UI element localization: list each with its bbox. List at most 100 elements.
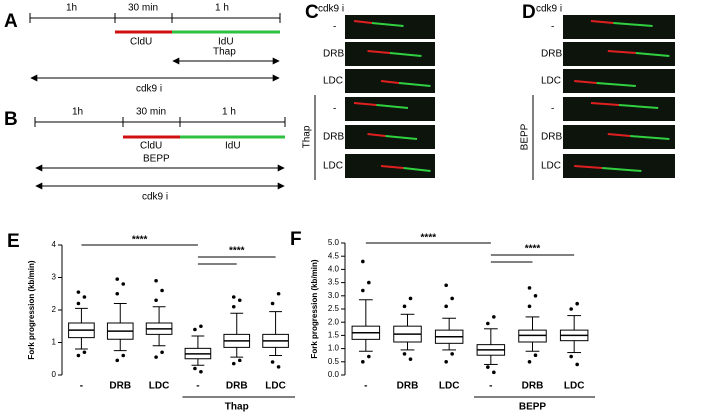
outlier — [492, 315, 496, 319]
y-tick-label: 1.5 — [328, 331, 340, 340]
panel-letter: A — [4, 11, 18, 32]
outlier — [402, 352, 407, 356]
duration: 1h — [66, 3, 77, 14]
x-tick-label: DRB — [522, 381, 544, 392]
treatment: Thap — [213, 47, 236, 58]
y-tick-label: 3 — [52, 273, 57, 282]
x-tick-label: DRB — [226, 381, 248, 392]
group-label: Thap — [302, 125, 313, 148]
panel-letter: F — [290, 229, 302, 250]
outlier — [533, 294, 538, 298]
y-tick-label: 1 — [52, 338, 57, 347]
y-tick-label: 3.5 — [328, 278, 340, 287]
fiber-cldu — [574, 80, 597, 84]
row-label: LDC — [323, 161, 343, 172]
micrograph — [563, 97, 675, 121]
outlier — [361, 259, 365, 264]
outlier — [367, 280, 371, 285]
x-tick-label: LDC — [149, 381, 170, 392]
outlier — [237, 298, 242, 303]
row-label: LDC — [323, 76, 343, 87]
row-label: LDC — [541, 76, 561, 87]
fiber-cldu — [590, 20, 614, 24]
outlier — [154, 355, 158, 359]
sig-label: **** — [132, 235, 148, 246]
duration: 1h — [72, 107, 83, 118]
y-axis-label: Fork progression (kb/min) — [310, 259, 319, 358]
outlier — [569, 354, 573, 359]
x-tick-label: - — [80, 381, 83, 392]
outlier — [450, 352, 454, 356]
group-label: BEPP — [519, 402, 547, 413]
micrograph — [563, 15, 675, 39]
outlier — [486, 321, 490, 326]
outlier — [444, 360, 448, 364]
sig-label: **** — [229, 246, 245, 257]
sig-label: **** — [421, 233, 437, 244]
outlier — [154, 278, 158, 283]
outlier — [361, 360, 365, 364]
label: CldU — [130, 37, 152, 48]
panel-letter: C — [305, 2, 319, 23]
label: IdU — [225, 141, 241, 152]
outlier — [527, 360, 532, 364]
fiber-idu — [613, 22, 653, 27]
outlier — [444, 304, 448, 309]
outlier — [193, 327, 197, 332]
fiber-idu — [398, 82, 431, 87]
fiber-idu — [635, 52, 670, 57]
fiber-idu — [403, 167, 431, 172]
outlier — [450, 296, 454, 301]
outlier — [575, 301, 579, 306]
outlier — [276, 291, 281, 296]
row-label: DRB — [323, 49, 344, 60]
x-tick-label: - — [364, 381, 367, 392]
fiber-idu — [389, 52, 422, 57]
outlier — [76, 301, 81, 306]
row-label: DRB — [541, 132, 562, 143]
fiber-cldu — [574, 165, 603, 169]
x-tick-label: - — [196, 381, 199, 392]
y-tick-label: 2.5 — [328, 304, 340, 313]
outlier — [121, 282, 126, 286]
y-tick-label: 0.5 — [328, 357, 340, 366]
outlier — [408, 296, 413, 301]
label: IdU — [218, 37, 234, 48]
panel-letter: E — [7, 231, 20, 252]
y-tick-label: 5.0 — [328, 238, 340, 247]
inhibitor: cdk9 i — [142, 192, 168, 203]
y-tick-label: 0.0 — [328, 370, 340, 379]
outlier — [270, 360, 275, 364]
row-label: - — [551, 22, 554, 33]
fiber-idu — [602, 167, 642, 172]
outlier — [193, 366, 197, 371]
x-tick-label: LDC — [265, 381, 286, 392]
outlier — [486, 365, 490, 369]
fiber-cldu — [367, 133, 386, 137]
fiber-cldu — [367, 50, 391, 54]
duration: 30 min — [136, 107, 166, 118]
outlier — [231, 304, 236, 309]
outlier — [527, 286, 532, 290]
outlier — [237, 358, 242, 363]
outlier — [569, 307, 573, 311]
x-tick-label: DRB — [397, 381, 419, 392]
outlier — [160, 350, 164, 355]
outlier — [231, 361, 236, 366]
outlier — [361, 288, 365, 293]
y-axis-label: Fork progression (kb/min) — [27, 260, 36, 359]
outlier — [154, 298, 158, 303]
column-header: cdk9 i — [318, 4, 344, 15]
fiber-idu — [618, 104, 659, 109]
outlier — [199, 369, 203, 374]
y-tick-label: 4.5 — [328, 251, 340, 260]
y-tick-label: 0 — [52, 370, 57, 379]
row-label: DRB — [541, 49, 562, 60]
y-tick-label: 3.0 — [328, 291, 340, 300]
panel-letter: B — [4, 109, 18, 130]
y-tick-label: 2.0 — [328, 317, 340, 326]
group-label: Thap — [225, 402, 249, 413]
inhibitor: cdk9 i — [136, 84, 162, 95]
duration: 1 h — [215, 3, 229, 14]
y-tick-label: 4.0 — [328, 265, 340, 274]
